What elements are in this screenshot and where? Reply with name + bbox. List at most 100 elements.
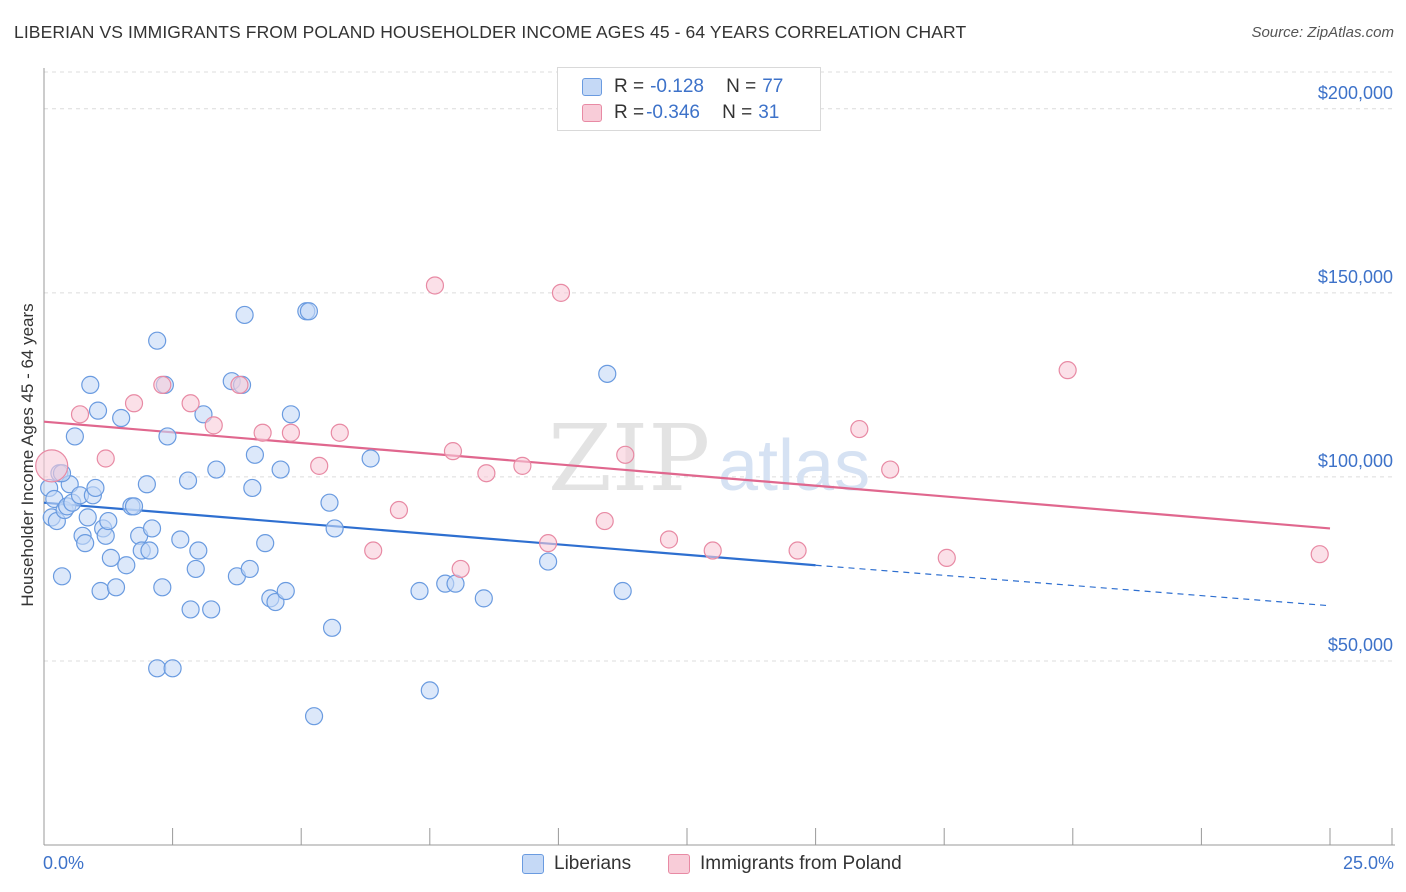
n-label: N = — [726, 76, 757, 97]
chart-title: LIBERIAN VS IMMIGRANTS FROM POLAND HOUSE… — [14, 22, 967, 42]
point-poland — [181, 394, 200, 413]
trend-line-liberians — [43, 501, 816, 567]
point-liberians — [148, 331, 167, 350]
point-liberians — [65, 427, 84, 446]
point-liberians — [163, 659, 182, 678]
point-poland — [35, 449, 69, 483]
point-poland — [389, 500, 409, 520]
point-liberians — [124, 497, 144, 516]
point-liberians — [420, 681, 439, 700]
point-liberians — [112, 408, 131, 428]
data-points — [35, 276, 1329, 726]
point-poland — [96, 449, 115, 468]
point-liberians — [539, 552, 558, 571]
point-poland — [330, 423, 349, 442]
y-tick-labels: $50,000 $100,000 $150,000 $200,000 — [1318, 83, 1393, 655]
point-liberians — [148, 659, 167, 678]
point-poland — [1058, 361, 1077, 380]
r-label: R = — [614, 102, 645, 123]
point-liberians — [322, 618, 342, 637]
point-liberians — [256, 534, 275, 553]
legend-item-poland: Immigrants from Poland — [668, 852, 902, 876]
point-liberians — [171, 530, 190, 549]
point-liberians — [140, 541, 159, 560]
y-axis-label: Householder Income Ages 45 - 64 years — [18, 303, 37, 607]
point-liberians — [178, 471, 198, 490]
x-tick-min: 0.0% — [43, 853, 85, 873]
point-liberians — [91, 581, 110, 601]
n-value: 77 — [762, 76, 784, 97]
point-poland — [513, 456, 532, 475]
point-poland — [425, 276, 445, 295]
point-poland — [443, 442, 463, 461]
y-tick-label: $200,000 — [1318, 83, 1393, 103]
y-tick-label: $50,000 — [1328, 635, 1393, 655]
watermark: ZIP atlas — [548, 405, 870, 512]
point-liberians — [142, 519, 162, 538]
point-poland — [595, 511, 614, 531]
point-liberians — [189, 541, 208, 560]
point-liberians — [137, 475, 156, 494]
stats-legend: R = -0.128 N = 77 R = -0.346 N = 31 — [557, 67, 821, 131]
point-liberians — [299, 302, 319, 321]
point-poland — [253, 423, 272, 442]
point-liberians — [106, 578, 126, 597]
point-liberians — [117, 556, 136, 575]
point-liberians — [243, 478, 262, 498]
point-liberians — [99, 511, 118, 531]
point-liberians — [101, 548, 120, 567]
point-liberians — [304, 707, 324, 726]
point-poland — [310, 456, 329, 475]
legend-swatch-poland — [668, 854, 690, 874]
x-tick-max: 25.0% — [1342, 853, 1394, 873]
y-tick-label: $100,000 — [1318, 451, 1393, 471]
r-value: -0.128 — [650, 76, 704, 97]
point-poland — [659, 530, 679, 549]
point-poland — [70, 405, 90, 424]
point-liberians — [276, 581, 295, 601]
point-poland — [937, 548, 956, 567]
point-liberians — [81, 375, 100, 394]
point-liberians — [88, 401, 108, 420]
n-label: N = — [722, 102, 753, 123]
legend-label-liberians: Liberians — [554, 853, 632, 874]
swatch-poland — [582, 104, 602, 122]
point-liberians — [361, 449, 380, 468]
legend-label-poland: Immigrants from Poland — [700, 853, 902, 874]
point-poland — [703, 541, 722, 560]
point-poland — [881, 460, 900, 479]
point-liberians — [325, 519, 344, 538]
point-poland — [788, 541, 807, 560]
point-poland — [850, 419, 869, 439]
point-liberians — [186, 559, 205, 579]
point-liberians — [202, 600, 221, 619]
point-poland — [539, 534, 558, 553]
point-poland — [153, 375, 172, 394]
y-tick-label: $150,000 — [1318, 267, 1393, 287]
point-liberians — [52, 567, 72, 586]
legend-item-liberians: Liberians — [522, 852, 631, 876]
point-poland — [551, 283, 571, 302]
point-poland — [616, 445, 635, 464]
point-liberians — [281, 405, 301, 424]
point-liberians — [613, 581, 632, 601]
point-liberians — [410, 581, 429, 601]
legend-swatch-liberians — [522, 854, 544, 874]
point-poland — [477, 464, 496, 483]
r-value: -0.346 — [646, 102, 700, 123]
stats-row-liberians: R = -0.128 N = 77 — [582, 75, 792, 99]
point-liberians — [153, 578, 172, 597]
point-liberians — [474, 589, 493, 608]
point-poland — [230, 375, 249, 394]
point-liberians — [96, 526, 115, 545]
watermark-atlas: atlas — [718, 426, 870, 506]
point-poland — [124, 394, 144, 413]
point-liberians — [86, 478, 105, 498]
point-poland — [451, 559, 470, 579]
point-liberians — [78, 508, 97, 527]
point-liberians — [76, 534, 95, 553]
point-poland — [1310, 545, 1329, 564]
point-liberians — [240, 559, 259, 579]
n-value: 31 — [758, 102, 780, 123]
point-liberians — [158, 427, 177, 446]
